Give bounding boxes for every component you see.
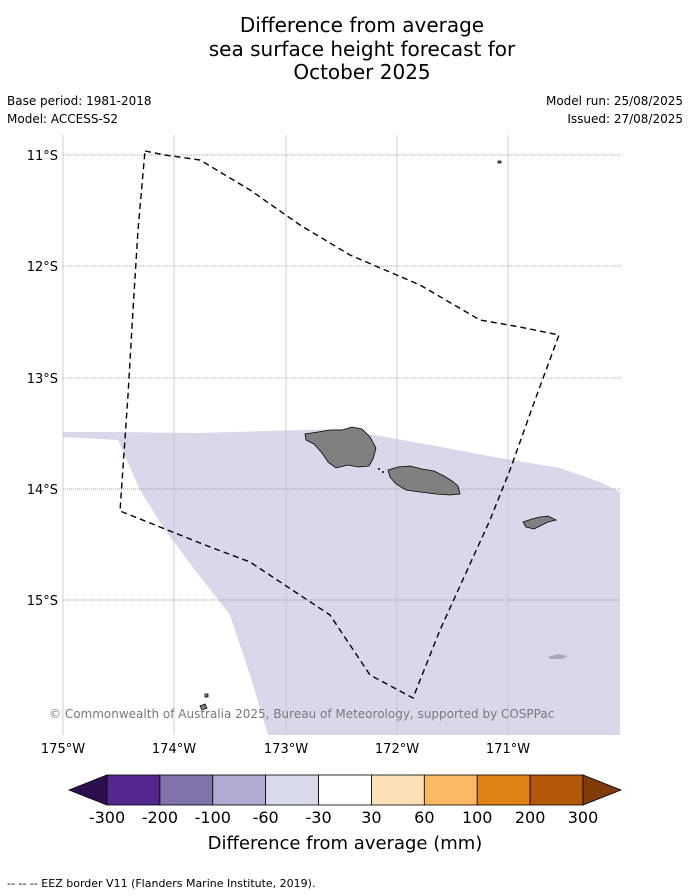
lat-gridlines: [63, 154, 620, 601]
lon-label: 174°W: [152, 742, 196, 757]
colorbar-bin: [423, 774, 478, 806]
lon-label: 173°W: [264, 742, 308, 757]
lon-label: 175°W: [41, 742, 85, 757]
islet-dot: [382, 471, 384, 473]
colorbar-bin: [212, 774, 267, 806]
meta-right: Model run: 25/08/2025 Issued: 27/08/2025: [546, 94, 683, 130]
base-period: Base period: 1981-2018: [7, 94, 152, 108]
small-island-southwest: [199, 703, 208, 711]
issued-date: Issued: 27/08/2025: [567, 112, 683, 126]
colorbar-tick-label: -100: [195, 808, 231, 827]
eez-footnote: -- -- -- EEZ border V11 (Flanders Marine…: [7, 877, 316, 890]
colorbar-bin: [529, 774, 584, 806]
colorbar-bin: [371, 774, 425, 806]
colorbar-tick-label: -300: [89, 808, 125, 827]
colorbar-extend-high: [582, 774, 623, 806]
colorbar-bin: [265, 774, 319, 806]
colorbar-title: Difference from average (mm): [207, 833, 483, 854]
lat-label: 11°S: [27, 149, 58, 164]
title-line-1: Difference from average: [239, 13, 485, 37]
lat-label: 14°S: [27, 483, 58, 498]
colorbar-tick-label: -200: [142, 808, 178, 827]
colorbar-extend-low: [67, 774, 108, 806]
islet-dot: [378, 468, 380, 470]
savaii-island: [304, 426, 377, 469]
lon-label: 171°W: [486, 742, 530, 757]
colorbar-bin: [476, 774, 531, 806]
colorbar-tick-label: 200: [515, 808, 546, 827]
title-line-2: sea surface height forecast for: [208, 36, 516, 61]
colorbar-bin: [318, 774, 372, 806]
colorbar-tick-label: -30: [305, 808, 331, 827]
map: 11°S 12°S 13°S 14°S 15°S 175°W 174°W 173…: [27, 135, 620, 757]
lon-gridlines: [62, 135, 509, 735]
title-line-3: October 2025: [293, 60, 431, 84]
ocean-anomaly-region: [63, 429, 620, 735]
small-island-southwest-2: [204, 693, 209, 698]
upolu-island: [387, 465, 461, 496]
colorbar-tick-label: 60: [414, 808, 434, 827]
model-run: Model run: 25/08/2025: [545, 94, 683, 108]
copyright-notice: © Commonwealth of Australia 2025, Bureau…: [49, 707, 555, 721]
colorbar-bin: [159, 774, 214, 806]
colorbar-tick-label: 100: [462, 808, 493, 827]
lat-label: 15°S: [27, 594, 58, 609]
lon-label: 172°W: [375, 742, 419, 757]
colorbar-tick-label: -60: [253, 808, 279, 827]
faint-shape: [548, 654, 568, 659]
land: [199, 160, 558, 711]
colorbar-tick-label: 30: [361, 808, 381, 827]
colorbar: -300 -200 -100 -60 -30 30 60 100 200 300: [67, 774, 623, 827]
meta-left: Base period: 1981-2018 Model: ACCESS-S2: [7, 94, 152, 130]
model-name: Model: ACCESS-S2: [7, 112, 119, 126]
chart-title: Difference from average sea surface heig…: [0, 13, 690, 85]
lat-label: 12°S: [27, 260, 58, 275]
small-island-north: [497, 160, 502, 164]
colorbar-bin: [106, 774, 161, 806]
lat-label: 13°S: [27, 372, 58, 387]
colorbar-tick-label: 300: [568, 808, 599, 827]
eez-border: [119, 150, 560, 699]
tutuila-island: [522, 515, 558, 530]
